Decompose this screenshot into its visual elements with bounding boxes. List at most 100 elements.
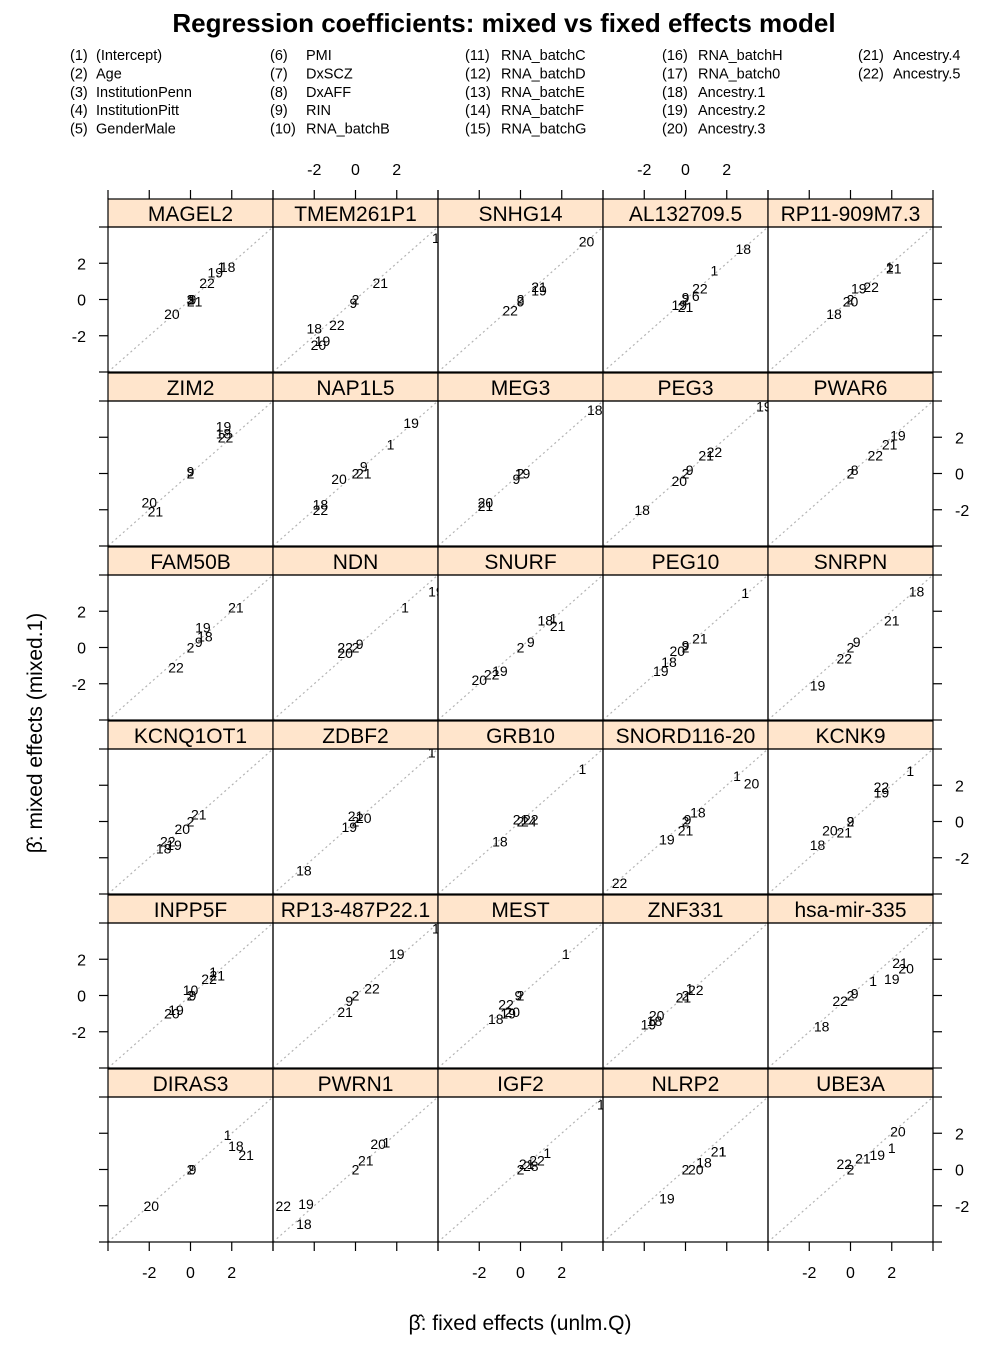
reference-line — [438, 401, 603, 546]
data-point-label: 18 — [296, 862, 312, 878]
data-point-label: 22 — [612, 875, 628, 891]
y-tick-label: 2 — [955, 778, 964, 795]
legend-number: (2) — [70, 66, 88, 82]
data-point-label: 18 — [306, 321, 322, 337]
data-point-label: 1 — [432, 230, 440, 246]
data-point-label: 2 — [187, 814, 195, 830]
data-point-label: 28 — [523, 1158, 539, 1174]
legend-number: (1) — [70, 48, 88, 64]
y-tick-label: -2 — [955, 1199, 969, 1216]
legend-name: RIN — [306, 103, 331, 119]
y-tick-label: 2 — [77, 256, 86, 273]
reference-line — [603, 923, 768, 1068]
data-point-label: 20 — [669, 643, 685, 659]
panel-strip-label: SNRPN — [814, 551, 888, 574]
data-point-label: 20 — [356, 810, 372, 826]
data-point-label: 19 — [428, 583, 444, 599]
data-point-label: 1 — [686, 980, 694, 996]
data-point-label: 19 — [315, 333, 331, 349]
data-point-label: 9 — [847, 814, 855, 830]
panel-strip-label: NLRP2 — [652, 1073, 720, 1096]
data-point-label: 9 — [517, 293, 525, 309]
data-point-label: 9 — [189, 1162, 197, 1178]
y-tick-label: -2 — [955, 851, 969, 868]
y-tick-label: -2 — [955, 503, 969, 520]
data-point-label: 1 — [209, 964, 217, 980]
data-point-label: 18 — [220, 259, 236, 275]
panel-strip-label: AL132709.5 — [629, 203, 742, 226]
legend-name: RNA_batchH — [698, 48, 783, 64]
data-point-label: 1 — [218, 259, 226, 275]
panel-strip-label: SNORD116-20 — [616, 725, 756, 748]
data-point-label: 21 — [678, 299, 694, 315]
data-point-label: 18 — [909, 583, 925, 599]
data-point-label: 22 — [498, 997, 514, 1013]
legend-number: (4) — [70, 103, 88, 119]
panel-strip-label: PWAR6 — [814, 377, 888, 400]
y-tick-label: -2 — [72, 677, 86, 694]
data-point-label: 20 — [174, 821, 190, 837]
data-point-label: 1 — [888, 1140, 896, 1156]
legend-name: DxSCZ — [306, 66, 353, 82]
panel-strip-label: PWRN1 — [318, 1073, 394, 1096]
legend-name: RNA_batch0 — [698, 66, 780, 82]
data-point-label: 21 — [678, 823, 694, 839]
reference-line — [108, 923, 273, 1068]
data-point-label: 2 — [682, 814, 690, 830]
data-point-label: 1 — [387, 437, 395, 453]
data-point-label: 1 — [869, 973, 877, 989]
data-point-label: 2 — [517, 1162, 525, 1178]
data-point-label: 9 — [350, 295, 358, 311]
x-tick-label: 0 — [186, 1265, 195, 1282]
data-point-label: 19 — [884, 971, 900, 987]
x-tick-label: 0 — [846, 1265, 855, 1282]
data-point-label: 18 — [696, 1154, 712, 1170]
data-point-label: 21 — [550, 618, 566, 634]
panel-strip — [767, 1068, 934, 1098]
data-point-label: 9 — [187, 464, 195, 480]
x-tick-label: 2 — [392, 162, 401, 179]
legend-number: (18) — [662, 85, 688, 101]
data-point-label: 18 — [647, 1013, 663, 1029]
legend-name: PMI — [306, 48, 332, 64]
data-point-label: 2 — [682, 640, 690, 656]
legend-name: (Intercept) — [96, 48, 162, 64]
reference-line — [108, 401, 273, 546]
legend-name: Ancestry.1 — [698, 85, 765, 101]
data-point-label: 20 — [890, 1123, 906, 1139]
data-point-label: 19 — [810, 678, 826, 694]
panel-strip — [107, 198, 274, 228]
data-point-label: 1 — [719, 1143, 727, 1159]
legend-name: RNA_batchF — [501, 103, 584, 119]
data-point-label: 19 — [756, 398, 772, 414]
y-axis-label: β̂: mixed effects (mixed.1) — [24, 613, 47, 853]
panel-strip-label: MAGEL2 — [148, 203, 233, 226]
data-point-label: 2 — [187, 988, 195, 1004]
data-point-label: 22 — [688, 982, 704, 998]
data-point-label: 19 — [166, 837, 182, 853]
data-point-label: 22 — [364, 980, 380, 996]
data-point-label: 19 — [659, 1191, 675, 1207]
data-point-label: 21 — [348, 808, 364, 824]
data-point-label: 19 — [653, 663, 669, 679]
x-tick-label: 2 — [887, 1265, 896, 1282]
data-point-label: 18 — [587, 402, 603, 418]
data-point-label: 9 — [515, 988, 523, 1004]
data-point-label: 18 — [661, 654, 677, 670]
data-point-label: 22 — [313, 502, 329, 518]
panel-strip — [107, 372, 274, 402]
legend: (1) (Intercept) (2) Age (3) InstitutionPenn (4… — [70, 48, 960, 138]
data-point-label: 1 — [578, 761, 586, 777]
